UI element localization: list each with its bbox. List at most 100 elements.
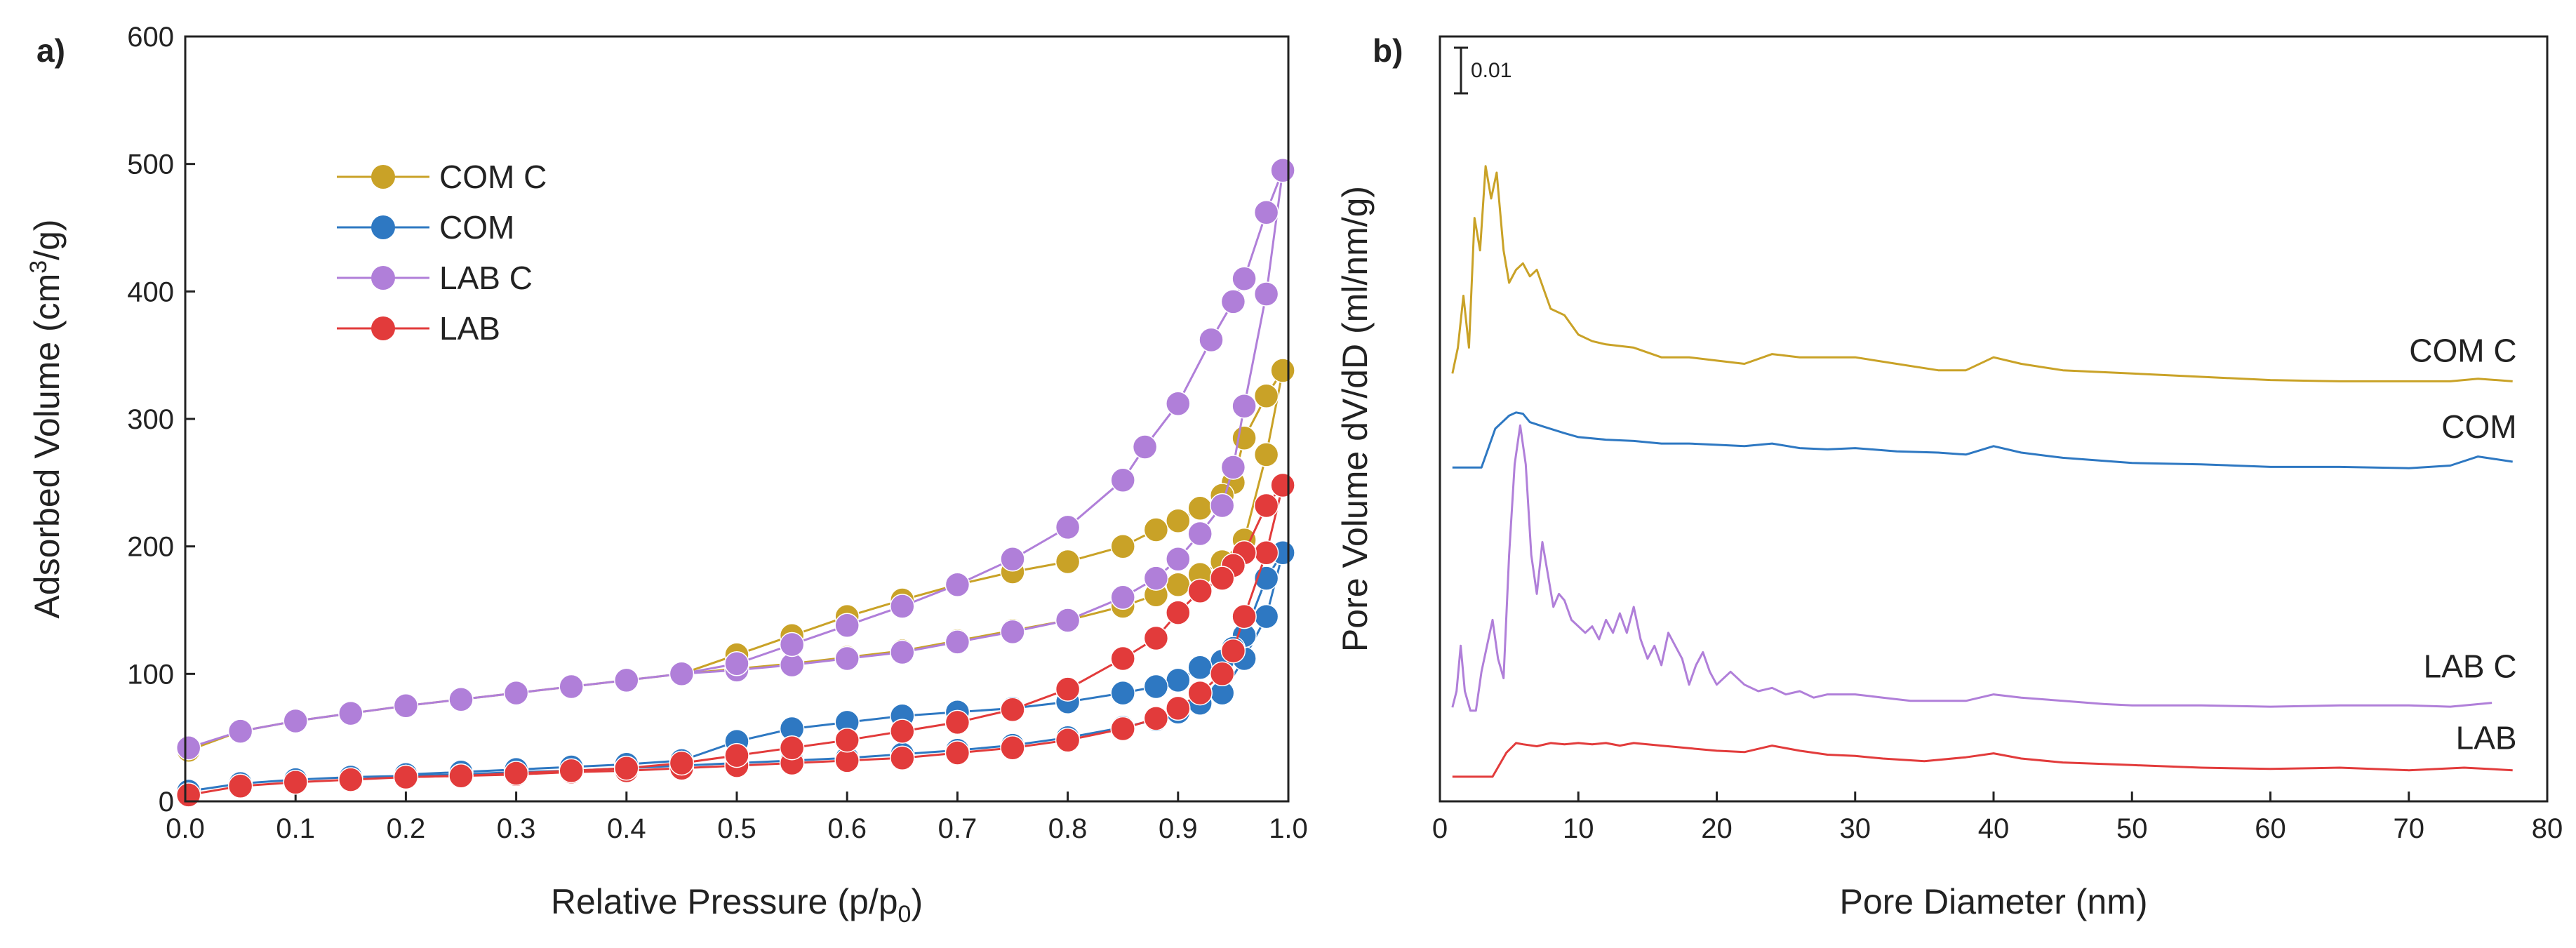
data-point (1187, 655, 1213, 681)
x-tick-label: 0.9 (1159, 813, 1198, 844)
data-point (834, 646, 860, 672)
desorption-line (681, 370, 1284, 675)
data-point (1253, 281, 1279, 307)
data-point (1232, 425, 1257, 451)
data-point (1132, 434, 1158, 460)
legend-marker (371, 316, 395, 340)
desorption-line (681, 170, 1284, 675)
data-point (669, 661, 695, 687)
data-point (1209, 493, 1235, 519)
legend-marker (371, 266, 395, 290)
data-point (338, 700, 363, 726)
data-point (1000, 619, 1025, 645)
legend-item: COM C (337, 159, 547, 195)
data-point (1166, 547, 1191, 572)
x-tick-label: 0.3 (497, 813, 536, 844)
data-point (945, 740, 970, 766)
data-point (1143, 625, 1169, 651)
data-point (1270, 158, 1295, 183)
y-tick-label: 200 (127, 532, 174, 563)
panel-b-label: b) (1373, 32, 1403, 69)
panel-b-frame (1439, 35, 2549, 803)
panel-b-ticks: 0 10 20 30 40 50 60 70 80 (1432, 792, 2563, 844)
data-point (1110, 680, 1135, 706)
data-point (1143, 674, 1169, 700)
series-line (1452, 742, 2513, 778)
data-point (1187, 495, 1213, 521)
data-point (614, 756, 639, 781)
x-tick-label: 1.0 (1269, 813, 1308, 844)
data-point (1055, 728, 1081, 753)
data-point (1187, 578, 1213, 604)
x-tick-label: 10 (1563, 813, 1594, 844)
y-tick-label: 600 (127, 22, 174, 53)
series-lab (175, 472, 1295, 808)
data-point (1209, 566, 1235, 591)
panel-b-pore-distribution-chart: b) 0 10 20 30 40 50 60 70 80 COM C COM LAB C LAB 0.… (1335, 32, 2563, 921)
legend-label: LAB C (439, 260, 533, 296)
data-point (175, 782, 201, 808)
data-point (724, 651, 749, 676)
x-tick-label: 0.5 (717, 813, 756, 844)
data-point (834, 613, 860, 639)
y-tick-label: 300 (127, 404, 174, 435)
data-point (393, 764, 419, 790)
panel-a-frame (184, 35, 1290, 803)
data-point (1253, 603, 1279, 629)
data-point (448, 686, 474, 712)
scale-bar-label: 0.01 (1471, 59, 1511, 82)
series-label: COM (2441, 408, 2516, 445)
panel-a-y-axis-title: Adsorbed Volume (cm3/g) (25, 219, 67, 618)
data-point (1000, 547, 1025, 572)
data-point (1270, 358, 1295, 383)
x-tick-label: 50 (2116, 813, 2148, 844)
data-point (1110, 467, 1135, 493)
y-tick-label: 500 (127, 149, 174, 180)
panel-a-x-axis-title: Relative Pressure (p/p0) (551, 882, 923, 928)
data-point (1110, 533, 1135, 559)
panel-b-y-axis-title: Pore Volume dV/dD (ml/nm/g) (1335, 186, 1375, 652)
data-point (779, 735, 805, 761)
scale-bar: 0.01 (1454, 46, 1511, 95)
data-point (1270, 472, 1295, 498)
data-point (1166, 667, 1191, 693)
data-point (669, 750, 695, 776)
data-point (393, 693, 419, 719)
data-point (1166, 391, 1191, 416)
x-tick-label: 0.1 (276, 813, 315, 844)
data-point (1187, 521, 1213, 547)
data-point (1220, 455, 1246, 480)
data-point (1253, 493, 1279, 519)
data-point (227, 773, 253, 799)
data-point (890, 719, 915, 744)
data-point (448, 763, 474, 789)
y-tick-label: 0 (159, 787, 174, 817)
panel-b-series: COM C COM LAB C LAB (1451, 165, 2517, 778)
data-point (283, 770, 308, 795)
data-point (724, 742, 749, 768)
data-point (890, 745, 915, 770)
series-line (1451, 424, 2492, 712)
data-point (503, 680, 529, 706)
data-point (1253, 442, 1279, 467)
series-line (1452, 411, 2513, 469)
legend-label: COM (439, 209, 514, 246)
x-tick-label: 0.0 (166, 813, 205, 844)
data-point (1143, 517, 1169, 542)
data-point (1055, 676, 1081, 702)
data-point (1232, 394, 1257, 419)
x-tick-label: 40 (1978, 813, 2010, 844)
data-point (503, 761, 529, 786)
panel-a-isotherm-chart: a) 0.0 0.1 0.2 0.3 0.4 0.5 0.6 0.7 0.8 0.9 1.0 0 100… (25, 22, 1308, 928)
x-tick-label: 30 (1840, 813, 1871, 844)
data-point (338, 767, 363, 792)
data-point (1220, 638, 1246, 664)
legend-label: COM C (439, 159, 547, 195)
x-tick-label: 60 (2255, 813, 2286, 844)
data-point (559, 674, 584, 700)
series-com: COM (1452, 408, 2517, 469)
legend-label: LAB (439, 310, 500, 347)
panel-a-ticks: 0.0 0.1 0.2 0.3 0.4 0.5 0.6 0.7 0.8 0.9 1.0 0 100 200… (127, 22, 1308, 844)
data-point (1209, 661, 1235, 687)
